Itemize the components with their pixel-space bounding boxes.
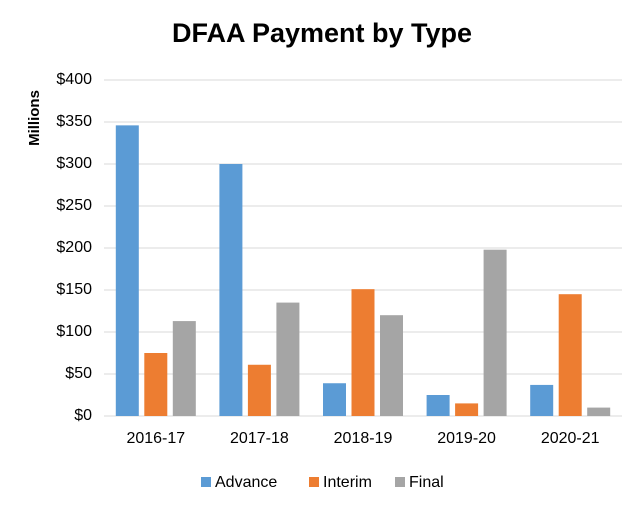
bar <box>483 249 507 416</box>
chart-title: DFAA Payment by Type <box>172 18 472 48</box>
bar <box>323 383 346 416</box>
x-tick-label: 2019-20 <box>437 430 496 447</box>
legend-swatch <box>309 477 319 487</box>
bar <box>587 407 611 416</box>
y-axis-label: Millions <box>26 90 43 146</box>
bar <box>380 315 403 416</box>
y-tick-label: $50 <box>65 365 92 382</box>
bar <box>426 395 450 416</box>
bar <box>144 353 168 416</box>
y-tick-label: $100 <box>56 323 92 340</box>
legend-label: Final <box>409 474 444 491</box>
y-tick-label: $250 <box>56 197 92 214</box>
bar <box>115 125 139 417</box>
bar <box>530 384 554 416</box>
bar <box>219 164 243 416</box>
x-tick-label: 2018-19 <box>334 430 393 447</box>
y-tick-label: $150 <box>56 281 92 298</box>
bar <box>455 403 479 416</box>
bar <box>351 289 375 416</box>
y-tick-label: $0 <box>74 407 92 424</box>
legend-label: Interim <box>323 474 372 491</box>
x-tick-label: 2016-17 <box>126 430 185 447</box>
y-tick-label: $400 <box>56 71 92 88</box>
y-tick-label: $200 <box>56 239 92 256</box>
y-tick-label: $300 <box>56 155 92 172</box>
bar <box>558 294 582 416</box>
bar <box>247 364 271 416</box>
x-tick-label: 2020-21 <box>541 430 600 447</box>
legend-label: Advance <box>215 474 277 491</box>
y-tick-label: $350 <box>56 113 92 130</box>
legend-swatch <box>395 477 405 487</box>
x-tick-label: 2017-18 <box>230 430 289 447</box>
bar <box>172 321 196 416</box>
bar <box>276 302 300 416</box>
legend-swatch <box>201 477 211 487</box>
